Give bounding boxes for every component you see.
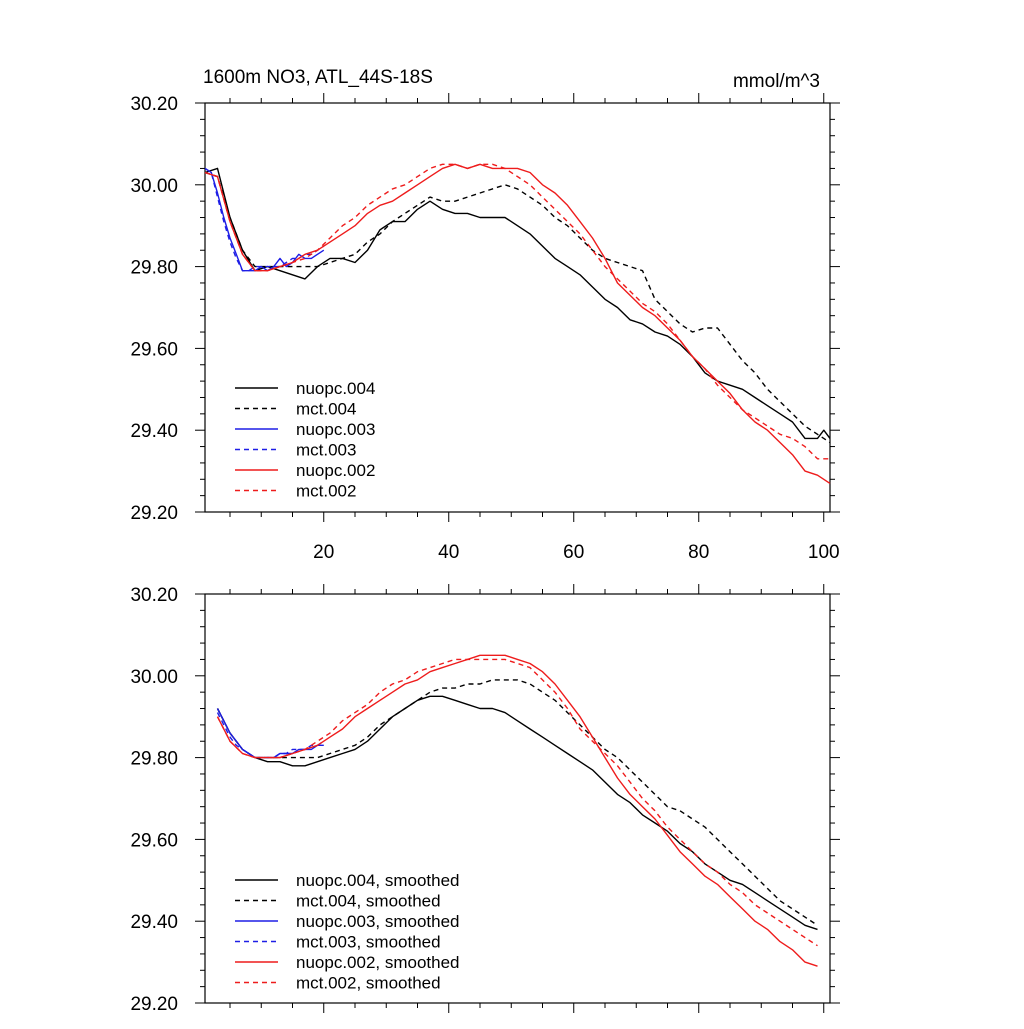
series-line-mct-002-smoothed <box>216 658 818 947</box>
y-tick-label: 30.20 <box>130 94 178 115</box>
chart-units: mmol/m^3 <box>733 71 820 92</box>
y-tick-label: 29.40 <box>130 912 178 933</box>
series-line-nuopc-002 <box>204 163 831 484</box>
x-tick-label: 60 <box>563 542 584 563</box>
legend-label: nuopc.004, smoothed <box>296 871 460 890</box>
legend-label: nuopc.003, smoothed <box>296 912 460 931</box>
legend-label: mct.004 <box>296 400 356 419</box>
plot-frame <box>204 593 831 1004</box>
series-line-nuopc-002-smoothed <box>216 654 818 967</box>
y-tick-label: 29.20 <box>130 994 178 1015</box>
legend-label: nuopc.002 <box>296 461 375 480</box>
legend-label: mct.004, smoothed <box>296 892 441 911</box>
y-tick-label: 30.20 <box>130 585 178 606</box>
legend-label: mct.002, smoothed <box>296 974 441 993</box>
y-tick-label: 30.00 <box>130 176 178 197</box>
chart-title: 1600m NO3, ATL_44S-18S <box>203 67 433 88</box>
series-line-mct-002 <box>204 163 830 460</box>
plot-frame <box>204 102 831 513</box>
legend-label: nuopc.004 <box>296 379 375 398</box>
x-tick-label: 80 <box>688 542 709 563</box>
y-tick-label: 29.40 <box>130 421 178 442</box>
y-tick-label: 29.60 <box>130 830 178 851</box>
legend-label: mct.003, smoothed <box>296 933 441 952</box>
legend-label: mct.002 <box>296 482 356 501</box>
x-tick-label: 20 <box>313 542 334 563</box>
y-tick-label: 29.80 <box>130 258 178 279</box>
series-line-mct-004-smoothed <box>216 679 818 926</box>
legend-label: nuopc.002, smoothed <box>296 953 460 972</box>
series-line-nuopc-003 <box>204 167 325 272</box>
y-tick-label: 29.80 <box>130 749 178 770</box>
x-tick-label: 100 <box>808 542 840 563</box>
y-tick-label: 30.00 <box>130 667 178 688</box>
series-line-mct-004 <box>204 171 831 444</box>
x-tick-label: 40 <box>438 542 459 563</box>
legend-label: nuopc.003 <box>296 420 375 439</box>
chart-panel-1: 30.20 30.00 29.80 29.60 29.40 29.20 20 40 60 80 10… <box>130 93 840 563</box>
y-tick-label: 29.60 <box>130 339 178 360</box>
chart-panel-2: 30.20 30.00 29.80 29.60 29.40 29.20 nuopc.004,… <box>130 584 840 1015</box>
series-line-nuopc-004 <box>204 167 831 440</box>
y-tick-label: 29.20 <box>130 503 178 524</box>
legend-label: mct.003 <box>296 441 356 460</box>
